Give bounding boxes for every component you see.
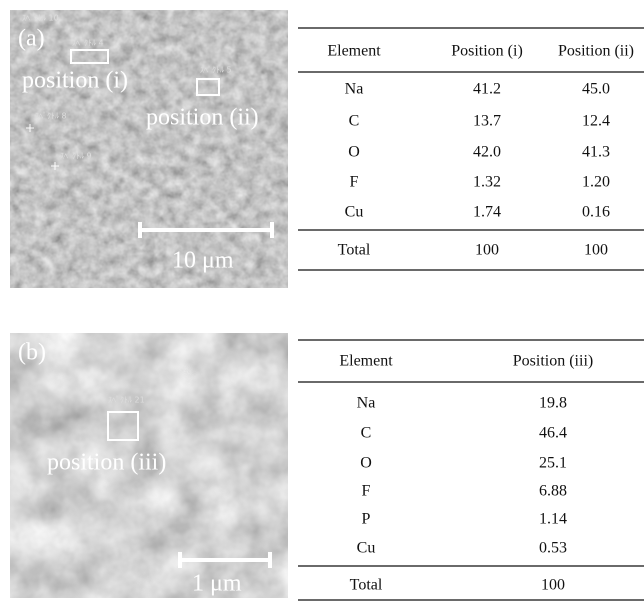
position-label: position (iii): [47, 450, 166, 476]
table-header: Position (i): [451, 43, 523, 60]
table-cell: 46.4: [539, 425, 567, 442]
table-cell: 45.0: [582, 81, 610, 98]
table-cell: 13.7: [473, 113, 501, 130]
figure: (a) ｽﾍﾟｸﾄﾙ 10 ｽﾍﾟｸﾄﾙ 4 position (i) ｽﾍﾟｸ…: [0, 0, 644, 602]
table-cell: 12.4: [582, 113, 610, 130]
table-cell: P: [362, 511, 371, 528]
table-cell: 6.88: [539, 483, 567, 500]
spectrum-label: ｽﾍﾟｸﾄﾙ 4: [72, 39, 104, 48]
table-header: Position (ii): [558, 43, 634, 60]
position-label: position (ii): [146, 105, 259, 131]
spectrum-label: ｽﾍﾟｸﾄﾙ 9: [60, 152, 92, 161]
table-cell: 19.8: [539, 395, 567, 412]
table-cell: 42.0: [473, 144, 501, 161]
table-cell: C: [361, 425, 372, 442]
table-header: Element: [327, 43, 381, 60]
panel-label: (b): [18, 340, 46, 366]
table-cell: 25.1: [539, 455, 567, 472]
table-cell: Cu: [345, 204, 364, 221]
table-total: Total: [350, 577, 383, 594]
table-header: Position (iii): [513, 353, 593, 370]
spectrum-label: ｽﾍﾟｸﾄﾙ 10: [22, 14, 59, 23]
table-cell: C: [349, 113, 360, 130]
scale-label: 10 μm: [172, 248, 234, 274]
table-cell: 1.74: [473, 204, 501, 221]
spectrum-label: ｽﾍﾟｸﾄﾙ 5: [200, 66, 232, 75]
table-total: 100: [541, 577, 565, 594]
table-total: 100: [475, 242, 499, 259]
table-cell: 0.53: [539, 540, 567, 557]
table-total: Total: [338, 242, 371, 259]
scale-label: 1 μm: [192, 571, 242, 597]
table-cell: 41.3: [582, 144, 610, 161]
table-cell: F: [350, 174, 359, 191]
sem-texture: [10, 10, 288, 288]
table-cell: O: [348, 144, 360, 161]
table-cell: 1.32: [473, 174, 501, 191]
table-cell: 1.14: [539, 511, 567, 528]
table-cell: O: [360, 455, 372, 472]
table-total: 100: [584, 242, 608, 259]
table-header: Element: [339, 353, 393, 370]
table-cell: F: [362, 483, 371, 500]
table-cell: Na: [345, 81, 364, 98]
spectrum-label: ｽﾍﾟｸﾄﾙ 21: [108, 396, 145, 405]
position-label: position (i): [22, 68, 128, 94]
table-cell: 41.2: [473, 81, 501, 98]
table-cell: Na: [357, 395, 376, 412]
table-cell: 1.20: [582, 174, 610, 191]
panel-label: (a): [18, 26, 45, 52]
table-cell: 0.16: [582, 204, 610, 221]
spectrum-label: ｽﾍﾟｸﾄﾙ 8: [35, 112, 67, 121]
table-cell: Cu: [357, 540, 376, 557]
